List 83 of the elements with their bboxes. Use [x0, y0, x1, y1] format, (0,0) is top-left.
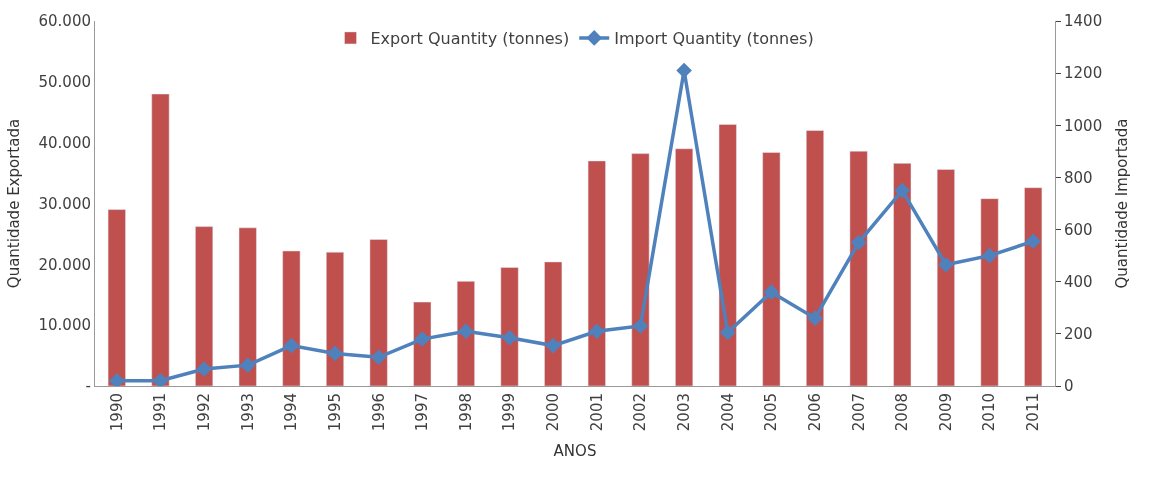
bar — [151, 93, 170, 386]
y2-axis-title: Quantidade Importada — [1113, 118, 1132, 289]
y-tick-label: 10.000 — [38, 316, 91, 335]
x-tick-label: 2000 — [544, 393, 563, 432]
legend-label: Import Quantity (tonnes) — [614, 29, 814, 49]
y2-tick-label: 0 — [1064, 377, 1074, 396]
point — [458, 323, 474, 340]
point — [327, 345, 343, 362]
point — [763, 284, 780, 300]
bar — [326, 251, 344, 386]
y2-tick-label: 1400 — [1064, 12, 1103, 31]
point — [719, 324, 736, 341]
point — [894, 182, 911, 199]
y2-tick-label: 1000 — [1064, 116, 1103, 135]
point — [1025, 233, 1041, 250]
x-tick-label: 1998 — [456, 393, 475, 432]
bar — [849, 150, 868, 386]
bar — [544, 261, 563, 386]
x-tick-label: 2001 — [587, 393, 606, 432]
y-tick-label: 40.000 — [38, 133, 91, 152]
bar — [238, 227, 257, 386]
bar — [282, 250, 301, 386]
bar — [1024, 187, 1043, 386]
point — [632, 318, 649, 334]
point — [196, 361, 212, 377]
x-tick-label: 2009 — [936, 393, 955, 432]
y2-tick-label: 400 — [1064, 272, 1093, 291]
x-tick-label: 1994 — [282, 393, 301, 432]
x-tick-label: 2011 — [1024, 393, 1043, 432]
y-tick-label: - — [85, 377, 91, 396]
bar — [631, 153, 650, 386]
bar — [806, 130, 824, 386]
y2-tick-label: 200 — [1064, 325, 1093, 344]
x-tick-label: 1992 — [194, 393, 213, 432]
x-tick-label: 2006 — [805, 393, 824, 432]
x-tick-label: 2004 — [718, 393, 737, 432]
point — [807, 310, 823, 327]
x-tick-label: 1995 — [325, 393, 344, 432]
bar — [936, 169, 955, 386]
point — [938, 256, 954, 273]
point — [981, 247, 998, 264]
y2-tick-label: 600 — [1064, 220, 1093, 239]
y-tick-label: 60.000 — [38, 12, 91, 31]
x-axis-title: ANOS — [553, 442, 597, 461]
bar — [456, 281, 475, 386]
x-tick-label: 2007 — [849, 393, 868, 432]
x-tick-label: 1991 — [151, 393, 170, 432]
legend-label: Export Quantity (tonnes) — [370, 29, 570, 49]
x-tick-label: 2002 — [631, 393, 650, 432]
point — [589, 323, 605, 340]
point — [109, 372, 125, 386]
y-tick-label: 50.000 — [38, 73, 91, 92]
bar — [195, 226, 214, 386]
point — [152, 372, 169, 386]
point — [545, 337, 561, 354]
bar — [980, 198, 999, 386]
y-tick-label: 30.000 — [38, 194, 91, 213]
y2-tick-label: 1200 — [1064, 64, 1103, 83]
point — [370, 349, 387, 366]
x-tick-label: 1997 — [413, 393, 432, 432]
x-tick-label: 2008 — [893, 393, 912, 432]
bar — [587, 160, 606, 386]
x-tick-label: 1990 — [107, 393, 126, 432]
point — [850, 234, 867, 251]
x-tick-label: 1993 — [238, 393, 257, 432]
point — [283, 337, 300, 354]
y-tick-label: 20.000 — [38, 255, 91, 274]
bar — [500, 267, 519, 386]
x-tick-label: 2010 — [980, 393, 999, 432]
x-tick-label: 2005 — [762, 393, 781, 432]
point — [239, 357, 256, 373]
y2-tick-label: 800 — [1064, 168, 1093, 187]
bar — [675, 148, 694, 386]
bar — [107, 209, 126, 386]
x-tick-label: 1996 — [369, 393, 388, 432]
y-axis-title: Quantidade Exportada — [4, 118, 23, 289]
bar — [893, 163, 912, 386]
bar — [718, 124, 737, 386]
x-tick-label: 1999 — [500, 393, 519, 432]
x-tick-label: 2003 — [674, 393, 693, 432]
point — [501, 329, 518, 346]
bar — [762, 152, 781, 386]
bar — [369, 239, 388, 386]
